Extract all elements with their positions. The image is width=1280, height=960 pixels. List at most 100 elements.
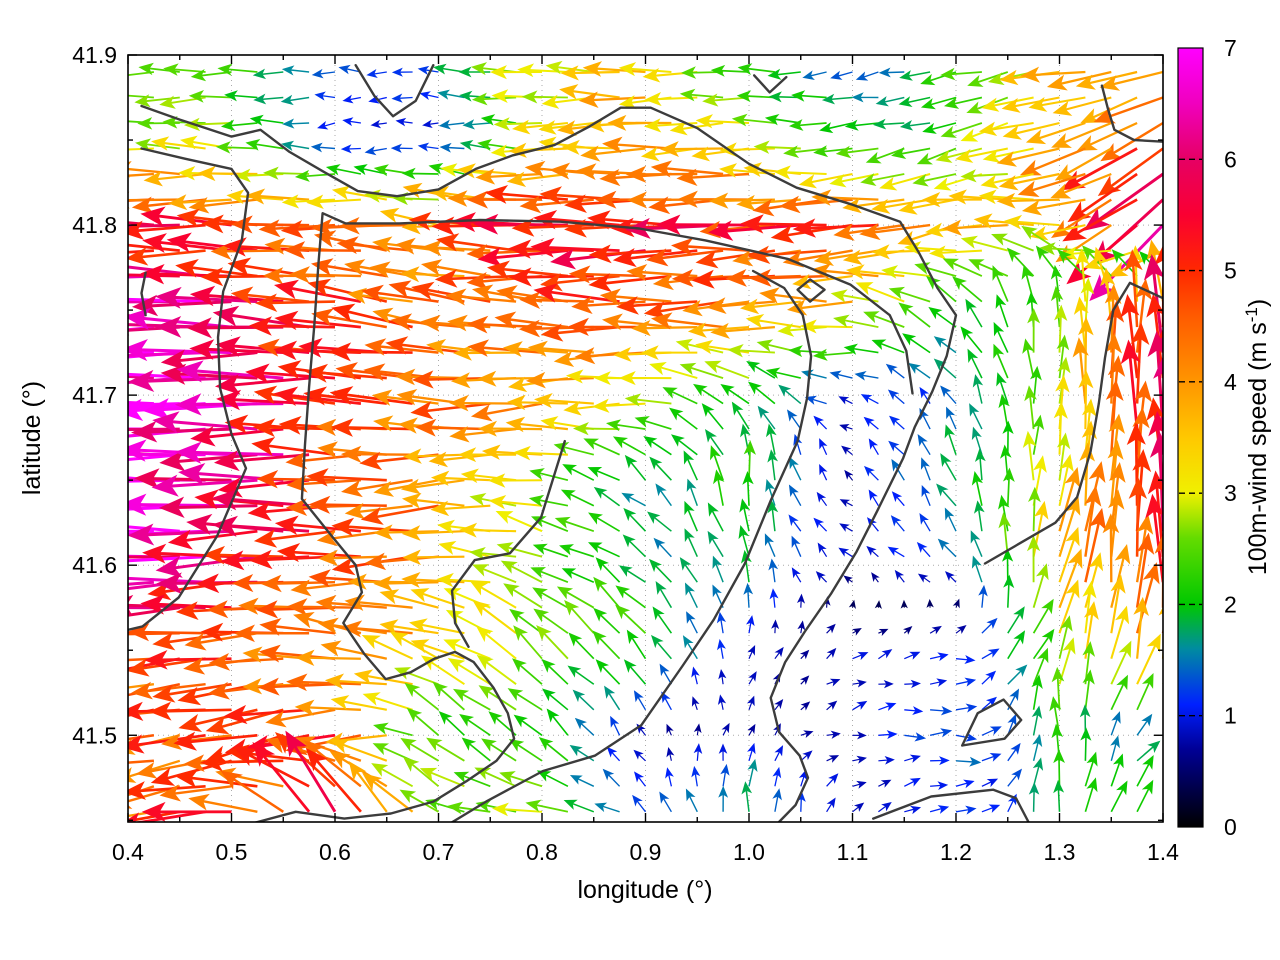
- wind-arrow: [1046, 70, 1112, 91]
- wind-arrow: [361, 634, 414, 660]
- wind-arrow: [533, 283, 620, 303]
- colorbar-label-main: 100m-wind speed (m s: [1244, 322, 1272, 575]
- wind-arrow: [532, 587, 569, 609]
- wind-arrow: [1110, 574, 1126, 634]
- wind-arrow: [233, 747, 310, 788]
- wind-arrow: [128, 297, 206, 304]
- wind-arrow: [1078, 370, 1094, 430]
- wind-arrow: [981, 753, 1002, 762]
- wind-arrow: [704, 428, 724, 456]
- wind-arrow: [220, 119, 258, 132]
- wind-arrow: [971, 426, 983, 455]
- wind-arrow: [874, 600, 882, 609]
- wind-arrow: [695, 339, 750, 355]
- wind-arrow: [1075, 248, 1090, 302]
- wind-arrow: [197, 165, 258, 182]
- wind-arrow: [829, 370, 853, 380]
- wind-arrow: [767, 449, 779, 481]
- wind-arrow: [651, 634, 672, 660]
- wind-arrow: [844, 469, 854, 481]
- contour-line: [961, 698, 1023, 747]
- wind-arrow: [612, 436, 646, 456]
- wind-arrow: [217, 63, 258, 76]
- wind-arrow: [971, 555, 983, 583]
- wind-arrow: [340, 445, 413, 463]
- wind-arrow: [772, 788, 782, 812]
- wind-arrow: [477, 138, 517, 151]
- wind-arrow: [665, 767, 674, 787]
- wind-arrow: [868, 489, 879, 507]
- wind-arrow: [788, 514, 802, 532]
- wind-arrow: [929, 245, 982, 260]
- colorbar-tick-label: 3: [1224, 480, 1237, 506]
- wind-arrow: [718, 743, 728, 761]
- wind-arrow: [1007, 630, 1026, 660]
- wind-arrow: [717, 638, 726, 659]
- wind-arrow: [854, 371, 879, 381]
- wind-arrow: [841, 445, 853, 456]
- wind-arrow: [401, 492, 465, 509]
- colorbar-tick-label: 6: [1224, 146, 1237, 172]
- wind-arrow: [281, 140, 310, 152]
- wind-arrow: [224, 90, 258, 102]
- wind-arrow: [1124, 249, 1143, 328]
- wind-arrow: [1082, 669, 1095, 710]
- wind-arrow: [844, 119, 879, 131]
- wind-arrow: [338, 216, 413, 235]
- wind-arrow: [1110, 735, 1120, 761]
- wind-arrow: [643, 118, 698, 133]
- wind-arrow: [1032, 563, 1049, 608]
- wind-arrow: [436, 233, 517, 252]
- wind-arrow: [671, 237, 750, 256]
- wind-arrow: [878, 779, 892, 788]
- wind-arrow: [881, 265, 931, 279]
- wind-arrow: [477, 420, 543, 437]
- wind-arrow: [813, 415, 828, 430]
- wind-arrow: [926, 599, 934, 608]
- wind-arrow: [390, 143, 413, 153]
- wind-arrow: [560, 489, 595, 507]
- wind-arrow: [863, 416, 879, 430]
- wind-arrow: [403, 756, 440, 788]
- x-tick-label: 1.3: [1044, 839, 1076, 865]
- wind-arrow: [632, 794, 647, 813]
- wind-arrow: [571, 296, 646, 314]
- wind-arrow: [245, 188, 310, 205]
- wind-arrow: [1058, 548, 1083, 609]
- colorbar-ticks: [1179, 158, 1202, 717]
- wind-arrow: [929, 728, 953, 738]
- wind-arrow: [152, 682, 232, 703]
- wind-arrow: [128, 576, 206, 584]
- wind-arrow: [295, 649, 361, 666]
- wind-arrow: [955, 756, 982, 767]
- wind-arrow: [618, 62, 672, 77]
- wind-arrow: [1001, 96, 1060, 113]
- wind-arrow: [679, 362, 724, 379]
- wind-arrow: [340, 144, 361, 154]
- wind-arrow: [686, 611, 698, 634]
- wind-arrow: [342, 117, 361, 127]
- wind-arrow: [839, 523, 853, 532]
- wind-arrow: [641, 345, 698, 360]
- wind-arrow: [819, 122, 853, 134]
- wind-arrow: [993, 343, 1009, 379]
- wind-arrow: [1133, 596, 1149, 659]
- colorbar-tick-label: 0: [1224, 814, 1237, 840]
- wind-arrow: [652, 606, 673, 634]
- wind-arrow: [1135, 513, 1154, 583]
- wind-arrow: [563, 799, 595, 813]
- wind-arrow: [167, 529, 258, 550]
- wind-arrow: [885, 363, 905, 379]
- wind-arrow: [904, 754, 921, 763]
- wind-arrow: [155, 286, 258, 309]
- wind-arrow: [1058, 615, 1073, 659]
- wind-arrow: [400, 737, 439, 762]
- wind-arrow: [1022, 338, 1035, 379]
- wind-arrow: [871, 198, 931, 214]
- wind-arrow: [952, 598, 960, 609]
- wind-arrow: [771, 619, 780, 634]
- wind-arrow: [894, 569, 905, 583]
- wind-arrow: [655, 580, 673, 609]
- wind-arrow: [1084, 777, 1098, 813]
